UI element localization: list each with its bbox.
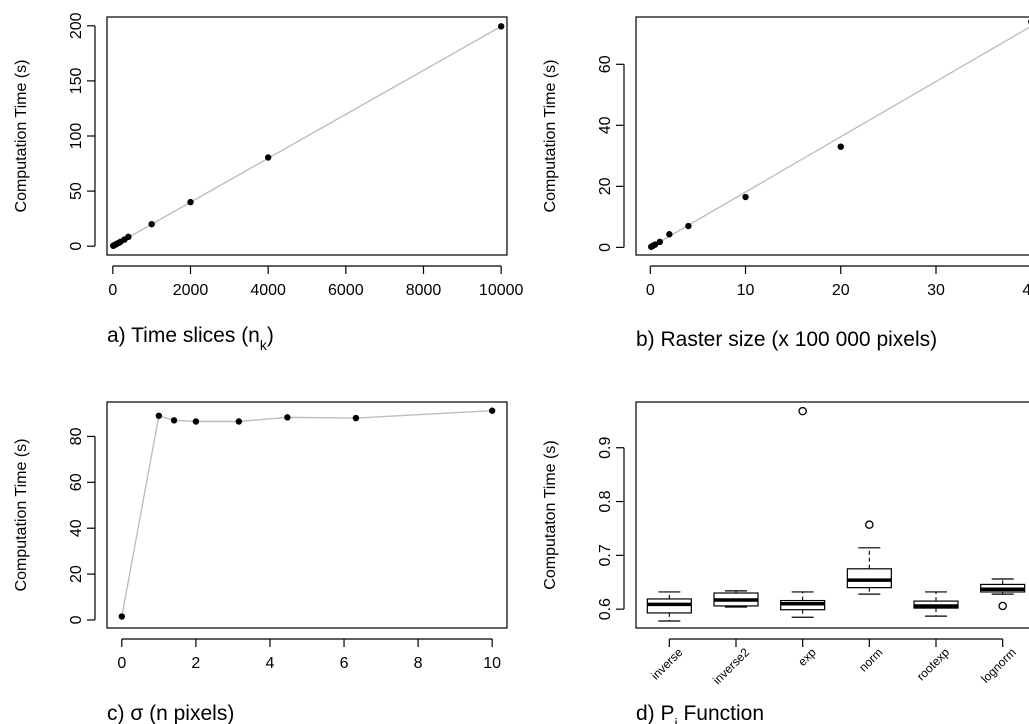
panel-b-raster-size: 0 20 40 60 0 10 20 30 40 Computation Time (s) b) R… <box>542 16 1029 351</box>
x-tick-label: 10 <box>483 655 501 672</box>
data-point <box>742 193 749 201</box>
plot-frame <box>635 401 1029 629</box>
x-tick-label: 10000 <box>479 282 524 299</box>
x-tick-label: norm <box>856 645 885 674</box>
x-tick-label: inverse2 <box>710 645 752 687</box>
x-tick-label: 6000 <box>328 282 364 299</box>
x-tick-label: 8000 <box>406 282 442 299</box>
iqr-box <box>846 568 892 589</box>
y-tick-label: 0.6 <box>597 598 614 620</box>
x-tick-label: 2 <box>191 655 200 672</box>
data-point <box>656 238 664 246</box>
y-tick-label: 20 <box>597 177 614 195</box>
x-tick-label: rootexp <box>914 645 952 683</box>
plot-frame <box>635 16 1029 256</box>
x-tick-label: 30 <box>927 282 945 299</box>
outlier-point <box>865 520 874 529</box>
data-point <box>284 414 291 421</box>
x-tick-label: 0 <box>108 282 117 299</box>
data-point <box>352 414 360 422</box>
y-axis-title: Computation Time (s) <box>542 60 559 213</box>
outlier-point <box>998 601 1007 611</box>
x-tick-label: 2000 <box>173 282 209 299</box>
x-tick-label: 40 <box>1022 282 1029 299</box>
data-point <box>264 154 272 161</box>
y-tick-label: 200 <box>68 12 85 39</box>
plot-area <box>646 406 1026 622</box>
y-tick-label: 0.9 <box>597 437 614 459</box>
y-tick-label: 60 <box>597 55 614 73</box>
data-point <box>192 418 200 425</box>
plot-area <box>110 23 505 249</box>
box-inverse2 <box>713 590 759 608</box>
x-tick-label: 8 <box>414 655 423 672</box>
y-tick-label: 80 <box>68 427 85 445</box>
data-point <box>170 417 178 424</box>
x-tick-label: inverse <box>648 645 685 682</box>
y-tick-label: 100 <box>68 123 85 150</box>
y-tick-label: 0 <box>68 242 85 251</box>
data-point <box>235 418 243 425</box>
panel-caption: c) σ (n pixels) <box>107 702 234 724</box>
box-exp <box>780 406 826 618</box>
data-point <box>666 231 673 238</box>
box-inverse <box>646 591 692 622</box>
data-point <box>187 198 194 206</box>
x-tick-label: 0 <box>646 282 655 299</box>
plot-frame <box>106 16 508 256</box>
y-tick-label: 60 <box>68 473 85 491</box>
y-axis-title: Computation Time (s) <box>13 439 30 592</box>
data-point <box>488 407 496 414</box>
panel-caption: a) Time slices (nk) <box>107 324 274 353</box>
data-point <box>497 23 505 30</box>
y-axis-title: Computation Time (s) <box>13 60 30 213</box>
box-rootexp <box>913 591 959 617</box>
y-tick-label: 150 <box>68 67 85 94</box>
x-tick-label: 6 <box>340 655 349 672</box>
y-tick-label: 40 <box>68 519 85 537</box>
x-tick-label: 4000 <box>250 282 286 299</box>
series-line <box>121 410 493 617</box>
x-tick-label: lognorm <box>978 645 1019 686</box>
fit-line <box>112 25 502 247</box>
panel-caption: b) Raster size (x 100 000 pixels) <box>636 328 937 351</box>
data-point <box>651 241 659 248</box>
outlier-point <box>798 406 807 416</box>
y-axis-title: Computaton Time (s) <box>542 440 559 589</box>
data-point <box>118 613 126 620</box>
box-norm <box>846 520 892 595</box>
y-tick-label: 0 <box>68 615 85 624</box>
plot-area <box>648 19 1029 250</box>
x-tick-label: 4 <box>266 655 275 672</box>
panel-c-sigma: 0 20 40 60 80 0 2 4 6 8 10 Computation Time (s) c) σ… <box>13 401 508 724</box>
data-point <box>837 143 844 150</box>
y-tick-label: 0.7 <box>597 544 614 566</box>
x-tick-label: exp <box>795 645 819 669</box>
x-tick-label: 20 <box>832 282 850 299</box>
plot-area <box>118 407 496 620</box>
panel-caption: d) Pi Function <box>636 702 764 724</box>
data-point <box>148 220 155 228</box>
y-tick-label: 40 <box>597 116 614 134</box>
plot-frame <box>106 401 508 629</box>
y-tick-label: 20 <box>68 565 85 583</box>
y-tick-label: 0.8 <box>597 490 614 512</box>
box-lognorm <box>980 578 1026 611</box>
data-point <box>155 412 163 419</box>
x-tick-label: 10 <box>737 282 755 299</box>
fit-line <box>649 26 1029 248</box>
panel-d-pi-function: 0.6 0.7 0.8 0.9 inverse inverse2 exp norm rootex… <box>542 401 1029 724</box>
data-point <box>685 222 692 230</box>
y-tick-label: 0 <box>597 243 614 252</box>
y-tick-label: 50 <box>68 182 85 200</box>
x-tick-label: 0 <box>117 655 126 672</box>
data-point <box>125 233 132 241</box>
